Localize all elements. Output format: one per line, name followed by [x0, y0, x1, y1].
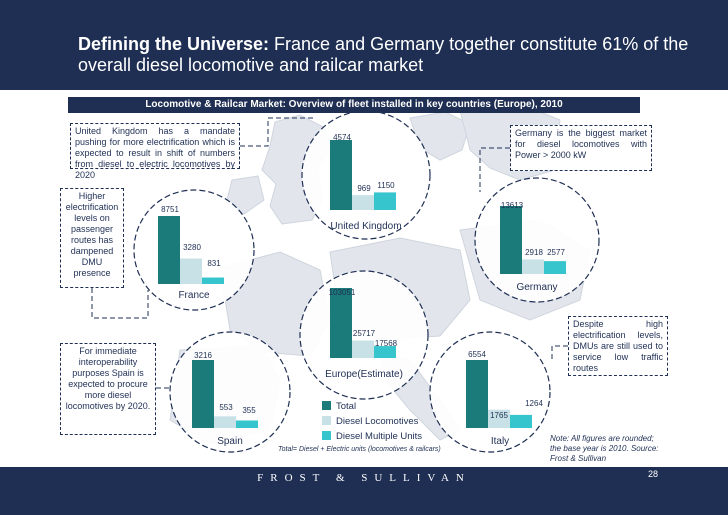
source-footnote: Note: All figures are rounded; the base … [550, 434, 659, 463]
connector-line-2 [479, 147, 510, 192]
label-europe-estimate-diesel-locomotives: 25717 [353, 329, 376, 338]
title-rest: France and Germany together constitute 6… [78, 34, 689, 75]
page-title: Defining the Universe: France and German… [78, 34, 718, 76]
label-germany-total: 13613 [501, 201, 524, 210]
bar-europe-estimate-total [330, 288, 352, 358]
bar-italy-total [466, 360, 488, 428]
legend-swatch-diesel-locomotives [322, 416, 331, 425]
bar-germany-diesel-multiple-units [544, 261, 566, 274]
country-label-europe-estimate: Europe(Estimate) [325, 369, 403, 380]
chart-bars: 4574 969 1150 United Kingdom 8751 3280 831 Fran… [158, 133, 566, 447]
uk-note: United Kingdom has a mandate pushing for… [70, 123, 240, 180]
connector-line-1 [91, 288, 149, 319]
country-label-germany: Germany [516, 282, 557, 293]
bar-europe-estimate-diesel-multiple-units [374, 346, 396, 358]
bar-united-kingdom-diesel-multiple-units [374, 192, 396, 210]
label-italy-total: 6554 [468, 350, 486, 359]
bar-germany-total [500, 206, 522, 274]
label-france-diesel-multiple-units: 831 [207, 259, 221, 268]
label-spain-total: 3216 [194, 351, 212, 360]
germany-note: Germany is the biggest market for diesel… [510, 125, 652, 171]
bar-europe-estimate-diesel-locomotives [352, 340, 374, 358]
label-united-kingdom-diesel-multiple-units: 1150 [377, 181, 395, 190]
connector-line-0 [240, 117, 314, 147]
circle-spain [169, 331, 291, 453]
callout-connectors [91, 117, 568, 389]
label-germany-diesel-multiple-units: 2577 [547, 248, 565, 257]
bar-united-kingdom-total [330, 140, 352, 210]
label-united-kingdom-diesel-locomotives: 969 [357, 184, 371, 193]
label-france-total: 8751 [161, 205, 179, 214]
france-note: Higher electrification levels on passeng… [60, 188, 124, 288]
legend-swatch-total [322, 401, 331, 410]
country-label-italy: Italy [491, 436, 509, 447]
brand-logo: FROST & SULLIVAN [257, 472, 471, 484]
chart-legend: Total Diesel Locomotives Diesel Multiple U… [322, 401, 422, 442]
legend-label-diesel-multiple-units: Diesel Multiple Units [336, 431, 422, 442]
italy-note: Despite high electrification levels, DMU… [568, 316, 668, 376]
label-italy-diesel-locomotives: 1765 [490, 411, 508, 420]
label-spain-diesel-locomotives: 553 [219, 403, 233, 412]
country-label-france: France [178, 290, 210, 301]
connector-line-3 [551, 345, 568, 360]
legend-label-total: Total [336, 401, 356, 412]
bar-france-diesel-multiple-units [202, 277, 224, 284]
total-note: Total= Diesel + Electric units (locomoti… [278, 446, 441, 453]
bar-france-total [158, 216, 180, 284]
country-label-united-kingdom: United Kingdom [330, 221, 401, 232]
label-europe-estimate-diesel-multiple-units: 17568 [375, 339, 398, 348]
chart-title: Locomotive & Railcar Market: Overview of… [68, 97, 640, 113]
bar-spain-diesel-multiple-units [236, 420, 258, 428]
page-number: 28 [648, 469, 659, 479]
bar-spain-diesel-locomotives [214, 416, 236, 428]
legend-label-diesel-locomotives: Diesel Locomotives [336, 416, 419, 427]
circle-italy [429, 331, 551, 453]
title-bold: Defining the Universe: [78, 34, 270, 54]
label-italy-diesel-multiple-units: 1264 [525, 399, 543, 408]
bar-spain-total [192, 360, 214, 428]
bar-italy-diesel-multiple-units [510, 414, 532, 428]
bar-united-kingdom-diesel-locomotives [352, 195, 374, 210]
bar-italy-diesel-locomotives [488, 409, 510, 428]
country-label-spain: Spain [217, 436, 243, 447]
label-france-diesel-locomotives: 3280 [183, 243, 201, 252]
bar-germany-diesel-locomotives [522, 259, 544, 274]
label-spain-diesel-multiple-units: 355 [242, 406, 256, 415]
header-bar [0, 0, 728, 90]
circle-united-kingdom [301, 110, 431, 240]
footer-bar [0, 467, 728, 515]
bar-france-diesel-locomotives [180, 258, 202, 284]
label-germany-diesel-locomotives: 2918 [525, 248, 543, 257]
label-europe-estimate-total: 103051 [329, 288, 356, 297]
legend-swatch-diesel-multiple-units [322, 431, 331, 440]
spain-note: For immediate interoperability purposes … [60, 343, 156, 435]
label-united-kingdom-total: 4574 [333, 133, 351, 142]
